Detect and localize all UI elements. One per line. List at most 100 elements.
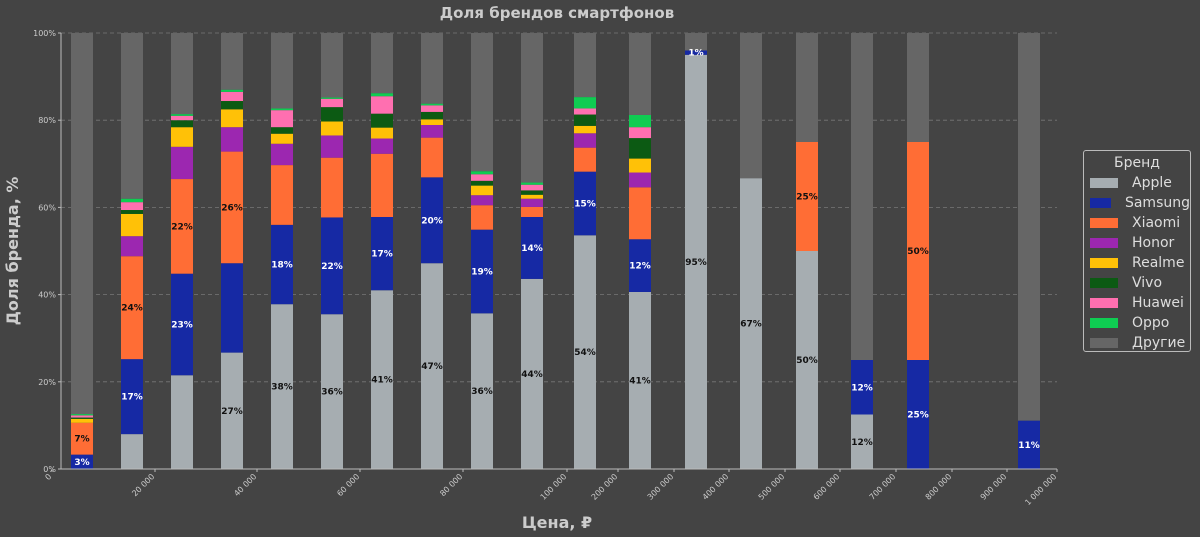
bar-segment-другие	[907, 33, 929, 142]
legend: Бренд Apple Samsung Xiaomi Honor Realme Vivo H…	[1083, 150, 1191, 352]
y-axis-label: Доля бренда, %	[3, 177, 22, 326]
data-label: 11%	[1018, 441, 1040, 451]
chart-title: Доля брендов смартфонов	[440, 4, 674, 22]
data-label: 50%	[907, 247, 929, 257]
legend-label: Honor	[1132, 235, 1175, 251]
bar-segment-другие	[629, 33, 651, 115]
bar-segment-xiaomi	[371, 153, 393, 217]
legend-title: Бренд	[1114, 155, 1160, 171]
bar-segment-apple	[321, 314, 343, 469]
bar-segment-honor	[521, 198, 543, 207]
data-label: 1%	[688, 49, 703, 59]
bar-segment-xiaomi	[521, 206, 543, 217]
bar-segment-honor	[574, 133, 596, 148]
data-label: 22%	[171, 222, 193, 232]
bar-segment-huawei	[271, 110, 293, 128]
axes	[60, 33, 1057, 470]
bar-segment-samsung	[907, 360, 929, 469]
bar-segment-oppo	[471, 171, 493, 175]
data-label: 50%	[796, 356, 818, 366]
bar-segment-oppo	[521, 182, 543, 185]
legend-item-другие: Другие	[1090, 333, 1190, 353]
data-label: 44%	[521, 370, 543, 380]
bar-segment-xiaomi	[221, 151, 243, 264]
legend-label: Другие	[1132, 335, 1186, 351]
bar-segment-samsung	[71, 454, 93, 469]
bar-segment-apple	[740, 178, 762, 470]
bar-segment-honor	[471, 195, 493, 206]
bar-segment-apple	[221, 352, 243, 469]
bar-segment-apple	[121, 434, 143, 469]
legend-swatch	[1090, 198, 1111, 208]
bar-segment-samsung	[121, 359, 143, 435]
legend-item-huawei: Huawei	[1090, 293, 1190, 313]
bar-segment-huawei	[71, 415, 93, 418]
legend-items: Apple Samsung Xiaomi Honor Realme Vivo Huawei O…	[1084, 173, 1190, 353]
legend-item-apple: Apple	[1090, 173, 1190, 193]
bar-segment-другие	[271, 33, 293, 109]
bar-segment-xiaomi	[321, 157, 343, 218]
legend-item-xiaomi: Xiaomi	[1090, 213, 1190, 233]
bar-segment-xiaomi	[471, 205, 493, 230]
data-label: 25%	[907, 411, 929, 421]
legend-swatch	[1090, 298, 1118, 308]
x-tick-label: 400 000	[701, 472, 731, 502]
bar-segment-honor	[321, 135, 343, 158]
bar-segment-apple	[629, 291, 651, 469]
bar-segment-vivo	[171, 120, 193, 128]
data-label: 41%	[629, 376, 651, 386]
data-label: 14%	[521, 244, 543, 254]
data-label: 17%	[121, 393, 143, 403]
bar-segment-vivo	[271, 127, 293, 134]
bar-segment-oppo	[321, 97, 343, 99]
bar-segment-xiaomi	[574, 147, 596, 172]
bar-segment-apple	[851, 414, 873, 469]
x-tick-label: 100 000	[539, 472, 569, 502]
bar-segment-oppo	[121, 198, 143, 203]
bar-segment-oppo	[71, 414, 93, 416]
data-label: 12%	[851, 383, 873, 393]
bars	[71, 33, 1040, 470]
bar-segment-другие	[121, 33, 143, 199]
bar-segment-другие	[421, 33, 443, 104]
bar-segment-huawei	[121, 202, 143, 211]
x-tick-label: 800 000	[924, 472, 954, 502]
data-label: 7%	[74, 435, 89, 445]
x-tick-label: 700 000	[868, 472, 898, 502]
legend-item-vivo: Vivo	[1090, 273, 1190, 293]
bar-segment-realme	[371, 127, 393, 139]
bar-segment-xiaomi	[629, 187, 651, 240]
data-label: 27%	[221, 407, 243, 417]
bar-segment-samsung	[171, 273, 193, 376]
x-tick-label: 0	[43, 472, 53, 482]
bar-segment-huawei	[221, 91, 243, 102]
y-tick-label: 0%	[43, 465, 56, 474]
legend-swatch	[1090, 318, 1118, 328]
bar-segment-apple	[371, 290, 393, 469]
bar-segment-другие	[521, 33, 543, 183]
legend-label: Xiaomi	[1132, 215, 1181, 231]
bar-segment-realme	[521, 194, 543, 199]
bar-segment-xiaomi	[796, 142, 818, 251]
bar-segment-oppo	[629, 114, 651, 128]
bar-segment-xiaomi	[421, 137, 443, 178]
legend-label: Samsung	[1124, 195, 1190, 211]
bar-segment-oppo	[171, 114, 193, 116]
bar-segment-apple	[471, 313, 493, 469]
bar-segment-другие	[371, 33, 393, 94]
data-label: 17%	[371, 250, 393, 260]
bar-segment-honor	[121, 236, 143, 257]
bar-segment-samsung	[851, 360, 873, 415]
data-label: 36%	[471, 387, 493, 397]
bar-segment-oppo	[271, 108, 293, 111]
legend-swatch	[1090, 278, 1118, 288]
data-label: 41%	[371, 376, 393, 386]
bar-segment-другие	[1018, 33, 1040, 421]
x-tick-label: 20 000	[130, 472, 156, 498]
data-label: 24%	[121, 304, 143, 314]
bar-segment-другие	[71, 33, 93, 415]
bar-segment-huawei	[171, 115, 193, 121]
bar-segment-другие	[796, 33, 818, 142]
bar-segment-honor	[221, 127, 243, 152]
